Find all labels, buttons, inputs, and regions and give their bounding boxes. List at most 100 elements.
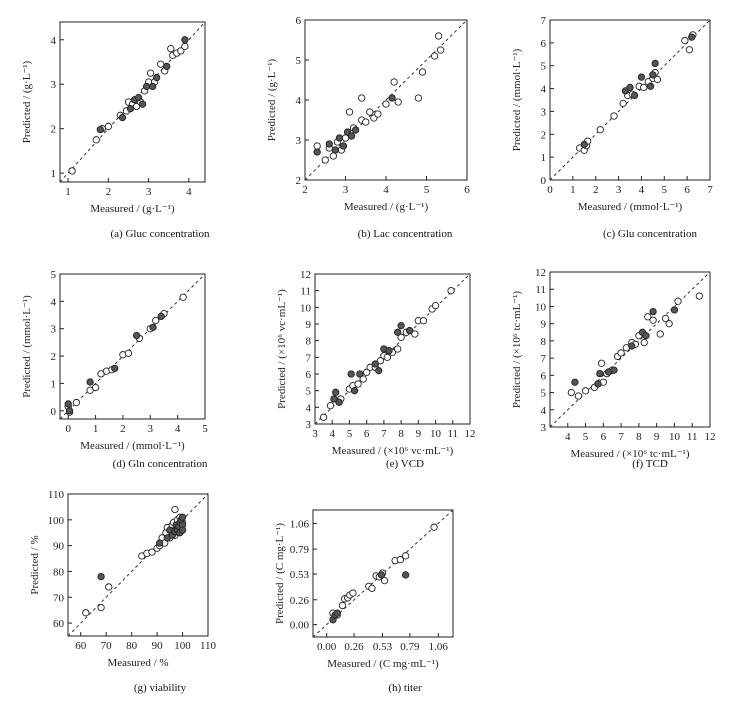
panel-h: 0.00 0.26 0.53 0.79 1.06 0.00 0.26 0.53 0.79 1.06…: [245, 472, 490, 717]
filled-point-d: [111, 364, 119, 373]
x-tick-label-h: 0.53: [373, 641, 393, 653]
open-point-b: [374, 110, 382, 118]
reference-line-f: [549, 271, 711, 428]
filled-point-e: [330, 395, 338, 403]
open-point-b: [321, 156, 329, 164]
filled-point-a: [138, 100, 147, 108]
open-point-c: [610, 112, 618, 120]
y-tick-label-b: 6: [296, 15, 302, 27]
open-point-b: [414, 94, 423, 102]
y-tick-label-f: 4: [541, 405, 547, 417]
open-point-e: [397, 333, 405, 341]
x-tick-label-b: 6: [464, 184, 470, 196]
filled-point-f: [596, 369, 604, 378]
open-point-a: [146, 69, 155, 77]
y-tick-label-f: 6: [541, 370, 547, 382]
open-point-c: [619, 99, 627, 108]
x-tick-label-a: 4: [186, 186, 192, 198]
x-tick-label-a: 1: [65, 186, 71, 198]
x-tick-label-b: 5: [424, 184, 430, 196]
x-tick-label-f: 6: [601, 431, 607, 443]
x-tick-label-f: 7: [618, 431, 624, 443]
y-tick-label-e: 3: [306, 419, 312, 431]
reference-line-g: [67, 493, 209, 637]
y-tick-label-c: 1: [541, 152, 547, 164]
y-tick-label-g: 80: [53, 566, 65, 578]
y-axis-title-b: Predicted / (g·L⁻¹): [266, 58, 278, 141]
y-tick-label-a: 3: [51, 79, 57, 91]
y-tick-label-g: 110: [48, 489, 65, 501]
x-tick-label-e: 5: [347, 428, 353, 440]
plot-frame-c: [549, 19, 711, 181]
open-point-e: [383, 353, 391, 361]
filled-point-a: [142, 82, 151, 91]
y-tick-label-f: 5: [541, 388, 547, 400]
caption-f: (f) TCD: [632, 458, 668, 470]
filled-point-e: [394, 328, 402, 336]
open-point-b: [430, 52, 439, 60]
x-axis-title-a: Measured / (g·L⁻¹): [90, 203, 175, 215]
open-point-f: [644, 313, 652, 321]
open-point-g: [148, 548, 156, 556]
y-tick-label-e: 9: [306, 319, 312, 331]
x-tick-label-c: 6: [684, 184, 690, 196]
x-tick-label-c: 4: [639, 184, 645, 196]
filled-point-f: [670, 306, 679, 314]
filled-point-b: [388, 94, 396, 102]
filled-point-b: [331, 146, 340, 154]
chart-h-svg: 0.00 0.26 0.53 0.79 1.06 0.00 0.26 0.53 0.79 1.06…: [274, 509, 454, 670]
open-point-b: [394, 98, 402, 106]
x-tick-label-e: 9: [416, 428, 422, 440]
open-point-b: [313, 142, 321, 150]
x-tick-label-c: 3: [616, 184, 622, 196]
y-tick-label-c: 3: [541, 106, 547, 118]
panel-b: 2 3 4 5 6 2 3 4 5 6 Measured / (g·L⁻¹) Predicted / …: [245, 0, 490, 245]
open-point-f: [661, 314, 670, 323]
y-axis-title-c: Predicted / (mmol·L⁻¹): [511, 48, 523, 151]
caption-e: (e) VCD: [386, 458, 424, 470]
open-point-b: [437, 46, 445, 54]
open-point-f: [640, 338, 648, 347]
open-point-b: [362, 118, 370, 126]
filled-point-c: [646, 82, 655, 90]
open-point-e: [394, 345, 402, 353]
y-tick-label-c: 7: [541, 15, 547, 27]
filled-point-h: [377, 571, 386, 579]
open-point-f: [597, 359, 606, 367]
y-tick-label-d: 4: [51, 296, 57, 308]
filled-point-e: [350, 387, 359, 395]
filled-point-g: [97, 572, 105, 581]
chart-g-svg: 60 70 80 90 100 110 60 70 80 90 100 110 Measured / %…: [29, 489, 217, 669]
x-axis-title-c: Measured / (mmol·L⁻¹): [578, 201, 683, 213]
filled-point-b: [351, 126, 360, 134]
open-point-d: [72, 398, 81, 407]
y-tick-label-f: 12: [535, 267, 546, 279]
filled-point-c: [630, 91, 639, 100]
open-point-a: [68, 167, 76, 175]
y-tick-label-e: 12: [300, 269, 311, 281]
x-tick-label-f: 11: [687, 431, 698, 443]
filled-point-g: [178, 513, 187, 521]
y-tick-label-d: 0: [51, 406, 57, 418]
filled-point-f: [594, 380, 602, 388]
y-tick-label-e: 10: [300, 302, 312, 314]
open-point-a: [104, 122, 112, 131]
y-tick-label-h: 0.00: [290, 620, 310, 632]
open-point-e: [431, 302, 440, 310]
x-tick-label-b: 2: [302, 184, 308, 196]
plot-frame-f: [549, 271, 711, 428]
y-tick-label-d: 3: [51, 324, 57, 336]
open-point-h: [338, 601, 347, 610]
x-tick-label-g: 70: [101, 640, 113, 652]
x-tick-label-f: 12: [705, 431, 716, 443]
y-tick-label-h: 0.53: [290, 569, 310, 581]
y-tick-label-e: 11: [300, 286, 311, 298]
filled-point-a: [153, 73, 161, 82]
open-point-e: [319, 413, 328, 421]
filled-point-f: [649, 307, 657, 316]
y-axis-title-f: Predicted / (×10⁶ tc·mL⁻¹): [511, 291, 523, 409]
open-point-h: [401, 552, 410, 560]
filled-point-a: [163, 62, 171, 71]
open-point-e: [447, 287, 455, 295]
filled-point-c: [651, 59, 659, 68]
